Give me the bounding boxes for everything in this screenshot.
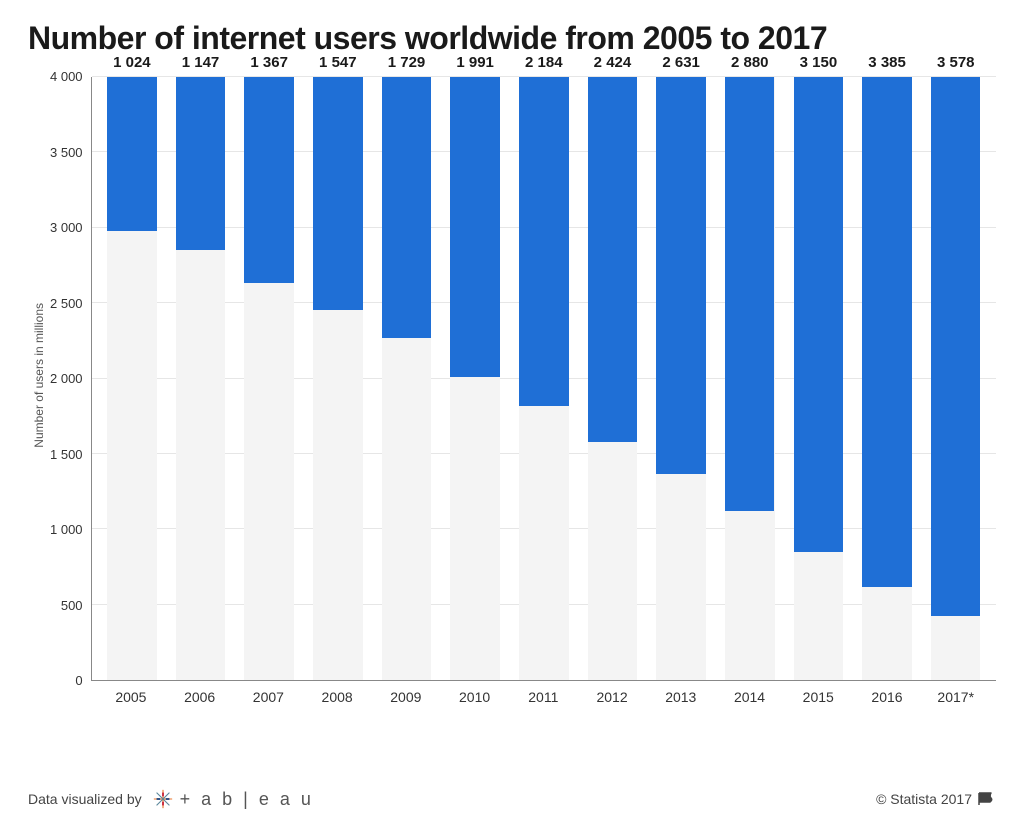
plot-area: 1 024 1 147 1 367 1 547 1 729 1 991 2 184 2 424…	[91, 77, 996, 681]
x-tick: 2013	[646, 689, 715, 705]
copyright-text: © Statista 2017	[876, 791, 972, 807]
bar-slot: 1 147	[166, 77, 235, 680]
footer-right: © Statista 2017	[876, 791, 996, 807]
bar: 3 150	[794, 77, 843, 552]
x-tick: 2009	[371, 689, 440, 705]
x-tick: 2010	[440, 689, 509, 705]
bar-slot: 2 631	[647, 77, 716, 680]
tableau-wordmark: + a b | e a u	[180, 789, 314, 810]
bar: 1 729	[382, 77, 431, 338]
bar-value-label: 2 880	[731, 54, 769, 71]
bar-value-label: 3 150	[800, 54, 838, 71]
bar: 2 424	[588, 77, 637, 442]
bar-slot: 3 578	[921, 77, 990, 680]
x-tick: 2006	[165, 689, 234, 705]
tableau-mark-icon	[152, 788, 174, 810]
bar-value-label: 1 547	[319, 54, 357, 71]
x-tick: 2017*	[921, 689, 990, 705]
bar-value-label: 1 991	[456, 54, 494, 71]
y-axis: 4 0003 5003 0002 5002 0001 5001 0005000	[50, 77, 91, 681]
chart-container: Number of users in millions 4 0003 5003 …	[28, 77, 996, 754]
bar: 1 024	[107, 77, 156, 231]
bar-slot: 1 729	[372, 77, 441, 680]
bar-slot: 1 024	[98, 77, 167, 680]
x-tick: 2016	[853, 689, 922, 705]
bar-value-label: 2 424	[594, 54, 632, 71]
bar: 1 147	[176, 77, 225, 250]
x-tick: 2015	[784, 689, 853, 705]
bar-value-label: 1 147	[182, 54, 220, 71]
bar: 1 367	[244, 77, 293, 283]
bar-value-label: 3 578	[937, 54, 975, 71]
bar-slot: 1 991	[441, 77, 510, 680]
x-axis: 2005200620072008200920102011201220132014…	[91, 689, 996, 705]
bar: 2 184	[519, 77, 568, 406]
x-tick: 2011	[509, 689, 578, 705]
bars-container: 1 024 1 147 1 367 1 547 1 729 1 991 2 184 2 424…	[92, 77, 996, 680]
flag-icon	[978, 792, 996, 806]
bar-value-label: 2 184	[525, 54, 563, 71]
bar: 3 385	[862, 77, 911, 587]
x-tick: 2012	[578, 689, 647, 705]
bar: 1 547	[313, 77, 362, 310]
x-tick: 2014	[715, 689, 784, 705]
x-tick: 2008	[303, 689, 372, 705]
footer: Data visualized by + a b | e a u © Stati…	[28, 782, 996, 810]
bar-slot: 2 880	[715, 77, 784, 680]
tableau-logo: + a b | e a u	[152, 788, 314, 810]
bar-slot: 2 424	[578, 77, 647, 680]
bar-slot: 2 184	[509, 77, 578, 680]
x-tick: 2007	[234, 689, 303, 705]
bar-slot: 1 367	[235, 77, 304, 680]
bar-value-label: 2 631	[662, 54, 700, 71]
bar: 1 991	[450, 77, 499, 377]
bar-slot: 1 547	[304, 77, 373, 680]
bar: 2 631	[656, 77, 705, 474]
bar-value-label: 1 367	[250, 54, 288, 71]
bar-value-label: 1 024	[113, 54, 151, 71]
bar: 2 880	[725, 77, 774, 511]
visualized-by-text: Data visualized by	[28, 791, 142, 807]
chart-title: Number of internet users worldwide from …	[28, 20, 996, 57]
footer-left: Data visualized by + a b | e a u	[28, 788, 314, 810]
bar-slot: 3 385	[853, 77, 922, 680]
bar-value-label: 1 729	[388, 54, 426, 71]
bar: 3 578	[931, 77, 980, 616]
x-tick: 2005	[97, 689, 166, 705]
bar-slot: 3 150	[784, 77, 853, 680]
bar-value-label: 3 385	[868, 54, 906, 71]
y-axis-label: Number of users in millions	[28, 303, 50, 448]
